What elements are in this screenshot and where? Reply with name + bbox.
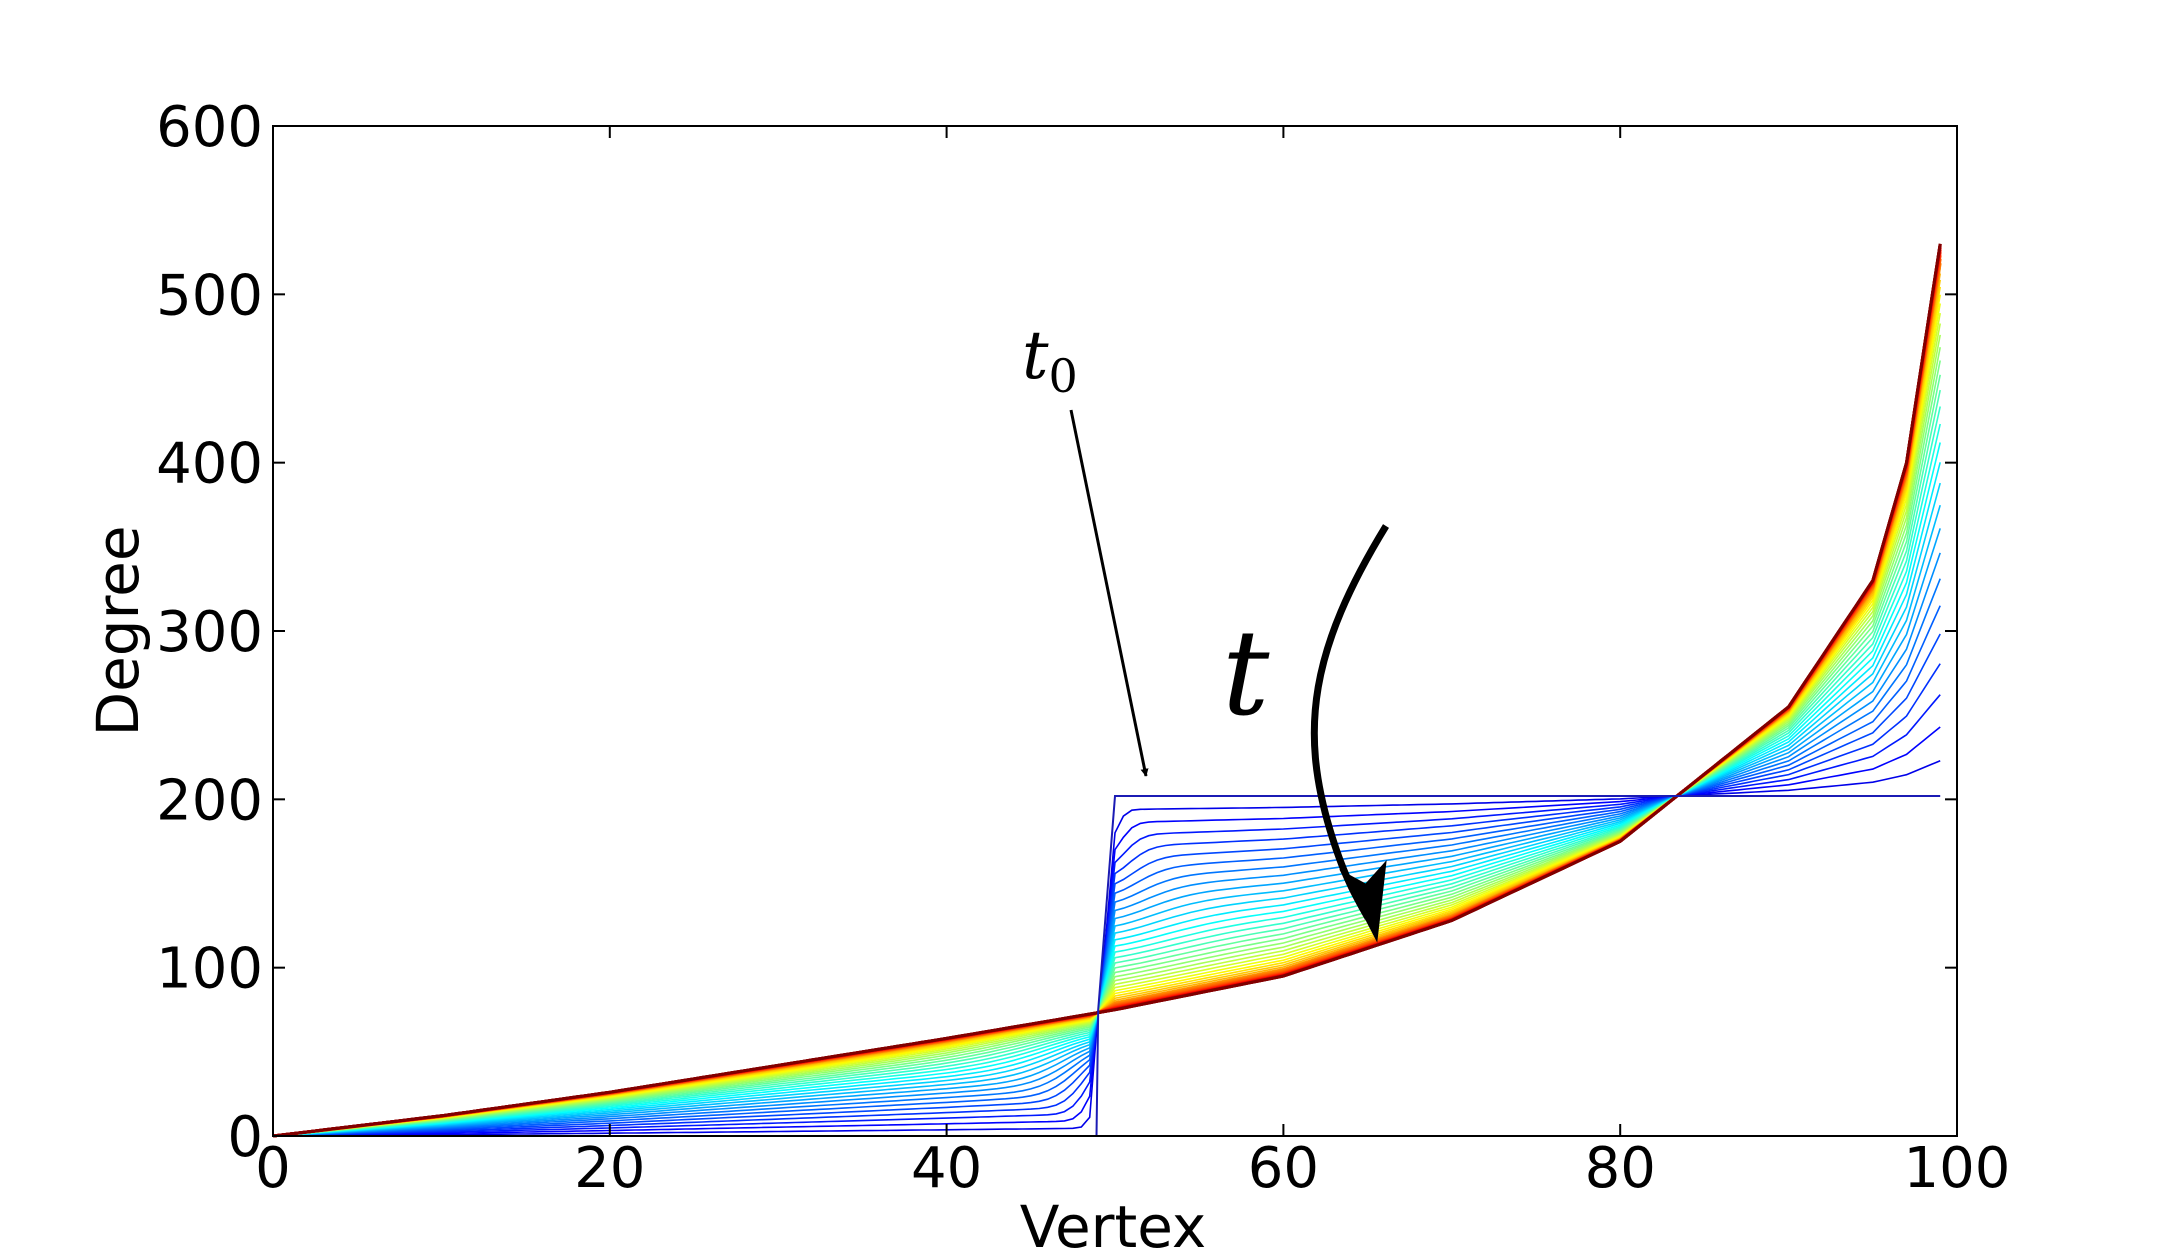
evolution-curve bbox=[272, 552, 1941, 1137]
y-tick-label: 200 bbox=[156, 768, 263, 833]
t0-label-base: t bbox=[1022, 317, 1049, 394]
evolution-curve bbox=[272, 374, 1941, 1137]
evolution-curve bbox=[272, 334, 1941, 1137]
evolution-curve bbox=[272, 528, 1941, 1137]
evolution-curve bbox=[272, 504, 1941, 1137]
evolution-curve bbox=[272, 347, 1941, 1137]
x-tick-label: 80 bbox=[1585, 1136, 1656, 1201]
t0-label-subscript: 0 bbox=[1049, 349, 1078, 403]
y-tick-label: 500 bbox=[156, 263, 263, 328]
tick-group bbox=[272, 125, 1958, 1137]
evolution-curve bbox=[272, 605, 1941, 1137]
evolution-curve bbox=[272, 323, 1941, 1137]
x-tick-label: 40 bbox=[911, 1136, 982, 1201]
x-tick-label: 100 bbox=[1904, 1136, 2011, 1201]
t-curved-arrow bbox=[1310, 524, 1389, 920]
evolution-curve bbox=[272, 360, 1941, 1137]
y-tick-label: 400 bbox=[156, 432, 263, 497]
x-axis-label: Vertex bbox=[1020, 1193, 1206, 1253]
evolution-curve bbox=[272, 633, 1941, 1137]
t-label: t bbox=[1222, 604, 1270, 742]
y-tick-label: 300 bbox=[156, 600, 263, 665]
y-tick-label: 600 bbox=[156, 95, 263, 160]
t-arrow-head bbox=[1339, 860, 1387, 943]
svg-text:t0: t0 bbox=[1022, 317, 1078, 403]
curve-group bbox=[272, 243, 1942, 1138]
tick-label-group: 0 20 40 60 80 100 0 100 200 300 400 500 600 bbox=[156, 95, 2010, 1201]
y-tick-label: 100 bbox=[156, 937, 263, 1002]
y-tick-label: 0 bbox=[227, 1105, 263, 1170]
evolution-curve bbox=[272, 389, 1941, 1137]
x-tick-label: 0 bbox=[255, 1136, 291, 1201]
evolution-curve bbox=[272, 578, 1941, 1137]
t0-annotation: t0 bbox=[1022, 317, 1149, 777]
evolution-curve bbox=[272, 243, 1942, 1138]
x-tick-label: 60 bbox=[1248, 1136, 1319, 1201]
y-axis-label: Degree bbox=[84, 525, 152, 736]
evolution-curve bbox=[272, 406, 1941, 1137]
t-annotation: t bbox=[1222, 524, 1389, 943]
evolution-curve bbox=[272, 423, 1941, 1137]
t0-arrow bbox=[1069, 409, 1149, 777]
evolution-curve bbox=[272, 462, 1941, 1137]
x-tick-label: 20 bbox=[574, 1136, 645, 1201]
